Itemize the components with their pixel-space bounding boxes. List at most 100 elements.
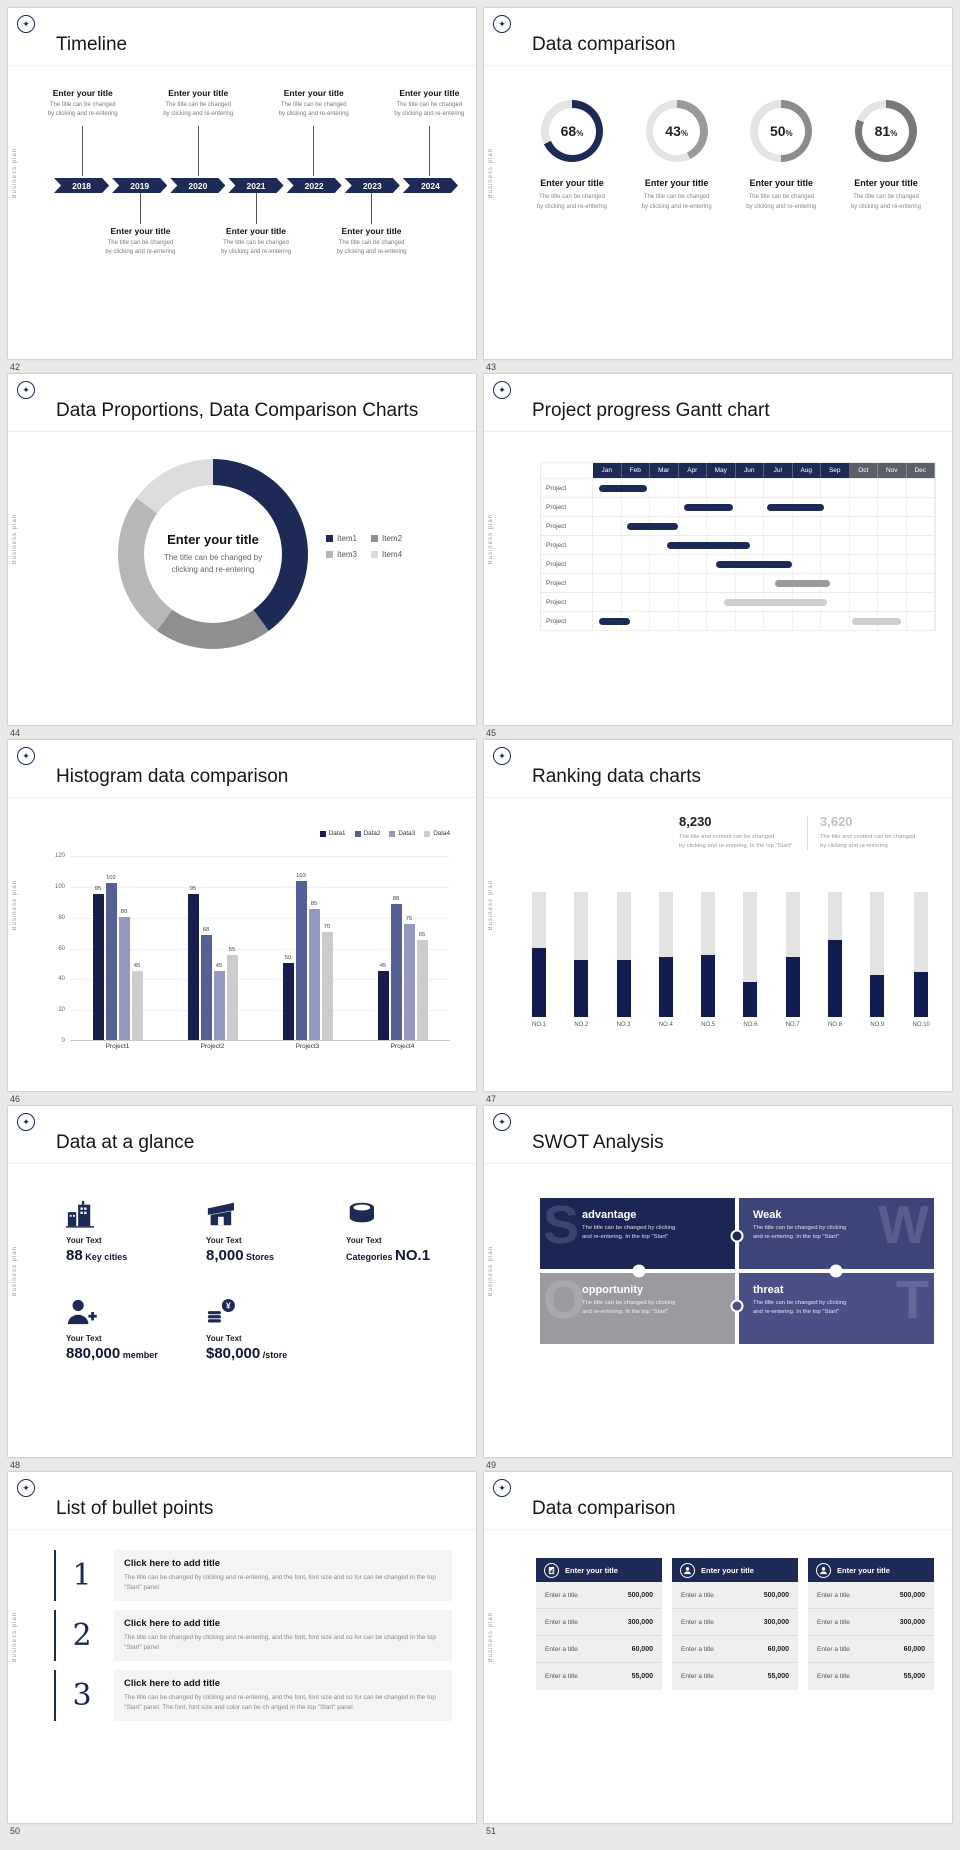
item-desc: The title can be changed xyxy=(539,194,605,200)
slide-51-data-comparison-tables[interactable]: ✦ Business plan Data comparison Enter yo… xyxy=(484,1472,952,1823)
swot-piece-title: advantage xyxy=(582,1209,637,1221)
gantt-cell xyxy=(764,536,793,554)
gantt-cell xyxy=(878,517,907,535)
y-tick-label: 0 xyxy=(61,1038,65,1044)
bar: 45 xyxy=(131,963,143,1040)
bar-value: 45 xyxy=(215,962,223,969)
title-divider xyxy=(8,431,476,432)
bar-group: 95 68 45 55 Project2 xyxy=(187,886,238,1050)
legend-label: Item4 xyxy=(382,550,403,559)
gantt-cell xyxy=(593,517,622,535)
gantt-row: Project xyxy=(541,497,935,516)
timeline-item-desc: The title can be changed xyxy=(165,102,232,108)
stat-label: Your Text xyxy=(206,1236,242,1245)
slide-cell: ✦ Business plan Data comparison 68% Enter… xyxy=(484,8,952,372)
gantt-cell xyxy=(593,555,622,573)
progress-ring-value: 50% xyxy=(757,107,805,155)
bar: 85 xyxy=(308,901,320,1040)
gantt-cell xyxy=(878,555,907,573)
donut-chart: Enter your title The title can be change… xyxy=(118,459,308,649)
business-plan-vertical-label: Business plan xyxy=(488,514,494,565)
progress-ring: 43% xyxy=(645,100,708,162)
swot-piece-desc: The title can be changed by clicking xyxy=(753,1225,847,1231)
gridline xyxy=(70,948,450,950)
ranking-column: NO.7 xyxy=(785,892,800,1028)
slide-cell: ✦ Business plan Ranking data charts 8,23… xyxy=(484,740,952,1104)
brand-logo-icon: ✦ xyxy=(493,381,511,399)
timeline-year-chevron: 2021 xyxy=(228,178,283,193)
legend-label: Data4 xyxy=(433,830,450,837)
gantt-cell xyxy=(850,593,878,611)
gantt-cell xyxy=(650,498,679,516)
slide-48-data-at-a-glance[interactable]: ✦ Business plan Data at a glance Your Te… xyxy=(8,1106,476,1457)
progress-ring: 81% xyxy=(854,100,917,162)
swot-piece-weak: W Weak The title can be changed by clickin… xyxy=(739,1198,934,1269)
slide-cell: ✦ Business plan Timeline 2018 2019 2020 202… xyxy=(8,8,476,372)
ranking-bar-fill xyxy=(785,957,800,1017)
puzzle-knob xyxy=(829,1264,842,1278)
data-row-value: 55,000 xyxy=(903,1673,925,1680)
gantt-cell xyxy=(793,612,821,630)
gantt-lane xyxy=(593,593,935,611)
slide-47-ranking[interactable]: ✦ Business plan Ranking data charts 8,23… xyxy=(484,740,952,1091)
title-divider xyxy=(8,1163,476,1164)
slide-43-data-comparison[interactable]: ✦ Business plan Data comparison 68% Enter… xyxy=(484,8,952,359)
legend-item: Data2 xyxy=(354,830,380,837)
data-row-label: Enter a title xyxy=(817,1618,850,1626)
data-row: Enter a title 500,000 xyxy=(808,1582,934,1609)
slide-44-data-proportions[interactable]: ✦ Business plan Data Proportions, Data C… xyxy=(8,374,476,725)
percent-value: 68 xyxy=(560,123,577,139)
data-card: Enter your title Enter a title 500,000 Ente… xyxy=(808,1558,934,1690)
timeline-item-title: Enter your title xyxy=(341,226,402,236)
slide-title: SWOT Analysis xyxy=(532,1132,664,1153)
puzzle-knob xyxy=(632,1264,645,1278)
gantt-cell xyxy=(907,498,935,516)
ranking-bar-track xyxy=(827,892,842,1017)
gantt-cell xyxy=(850,479,878,497)
bullet-item: 2 Click here to add title The title can be… xyxy=(54,1610,452,1662)
data-row-value: 300,000 xyxy=(763,1618,789,1626)
gantt-chart: Jan Feb Mar Apr May Jun Jul Aug Sep Oct Nov Dec Proj… xyxy=(540,462,936,631)
buildings-icon xyxy=(66,1200,206,1233)
gantt-month: Sep xyxy=(821,463,850,478)
slide-46-histogram[interactable]: ✦ Business plan Histogram data compariso… xyxy=(8,740,476,1091)
slide-42-timeline[interactable]: ✦ Business plan Timeline 2018 2019 2020 202… xyxy=(8,8,476,359)
bar-value: 70 xyxy=(323,924,331,931)
ranking-bar-fill xyxy=(914,972,929,1017)
timeline-connector xyxy=(197,126,199,176)
ranking-label: NO.6 xyxy=(743,1022,758,1028)
legend-item: Data1 xyxy=(319,830,346,837)
gantt-cell xyxy=(764,517,793,535)
data-row: Enter a title 55,000 xyxy=(808,1663,934,1690)
data-row: Enter a title 500,000 xyxy=(672,1582,798,1609)
bar-value: 88 xyxy=(392,896,400,903)
data-row-label: Enter a title xyxy=(817,1673,850,1680)
progress-ring-value: 68% xyxy=(548,107,596,155)
bar: 88 xyxy=(390,896,402,1040)
gantt-cell xyxy=(707,517,736,535)
gantt-cell xyxy=(593,536,622,554)
bars: 50 103 85 70 xyxy=(282,873,333,1040)
legend-item: Item2 xyxy=(371,534,402,543)
data-row-value: 500,000 xyxy=(627,1591,653,1599)
slide-45-gantt[interactable]: ✦ Business plan Project progress Gantt c… xyxy=(484,374,952,725)
title-divider xyxy=(484,797,952,798)
stat-value-big: $80,000 xyxy=(206,1345,261,1362)
bar-group: 95 102 80 45 Project1 xyxy=(92,875,143,1050)
legend-swatch xyxy=(371,535,379,542)
bar-value: 80 xyxy=(120,908,128,915)
bar-value: 102 xyxy=(106,874,116,881)
gantt-bar xyxy=(852,618,901,625)
ranking-bar-fill xyxy=(616,959,631,1017)
ranking-bar-track xyxy=(785,892,800,1017)
gantt-cell xyxy=(622,479,650,497)
bar-group: 50 103 85 70 Project3 xyxy=(282,873,333,1050)
data-card-title: Enter your title xyxy=(837,1565,890,1575)
item-desc: The title can be changed xyxy=(643,194,710,200)
stat-value-big: 88 xyxy=(66,1247,83,1264)
gantt-lane xyxy=(593,479,935,497)
swot-piece-desc: and re-entering. In the top "Start" xyxy=(582,1233,669,1240)
data-row: Enter a title 300,000 xyxy=(808,1609,934,1636)
